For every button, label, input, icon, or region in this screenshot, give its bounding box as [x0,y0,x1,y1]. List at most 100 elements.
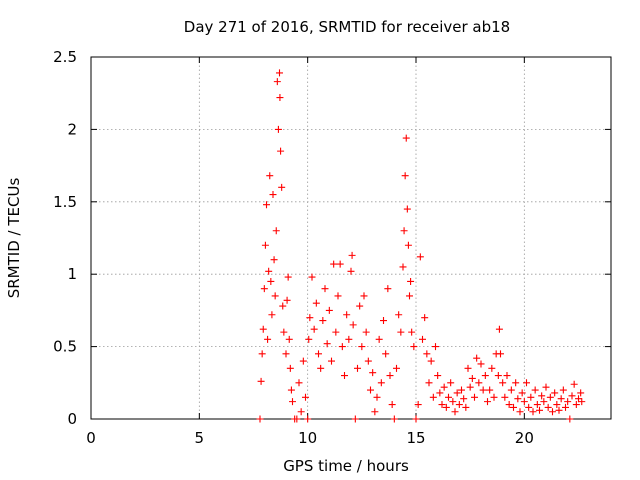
data-point [575,395,582,403]
data-point [388,401,396,409]
data-point [304,415,312,423]
data-point [305,335,313,343]
y-axis-label: SRMTID / TECUs [5,178,23,299]
data-point [479,386,487,394]
data-point [356,302,364,310]
y-tick-label: 2 [67,120,77,138]
data-point [533,401,541,409]
data-point [559,386,567,394]
data-point [328,357,335,365]
data-point [484,398,491,406]
data-point [542,383,550,391]
data-point [334,292,342,300]
data-point [276,94,284,102]
data-point [400,227,408,235]
data-point [408,328,416,336]
data-point [518,389,526,397]
data-points [256,69,586,423]
data-point [553,401,561,409]
data-point [257,377,265,385]
data-point [557,395,565,403]
y-tick-label: 1.5 [53,193,77,211]
grid-lines [91,57,611,419]
data-point [295,379,303,387]
data-point [434,372,442,380]
data-point [285,335,293,343]
data-point [473,354,481,362]
data-point [562,403,569,411]
data-point [455,401,463,409]
data-point [486,386,494,394]
data-point [538,392,546,400]
data-point [436,389,444,397]
x-tick-label: 0 [86,429,96,447]
x-axis-label: GPS time / hours [283,457,409,475]
data-point [256,415,264,423]
data-point [362,328,370,336]
data-point [371,408,379,416]
data-point [267,277,275,285]
data-point [403,205,411,213]
data-point [546,393,554,401]
data-point [438,401,446,409]
data-point [384,285,392,293]
data-point [432,343,439,351]
data-point [540,398,548,406]
data-point [577,389,585,397]
data-point [462,403,470,411]
data-point [566,415,574,423]
data-point [358,343,366,351]
data-point [514,395,522,403]
data-point [343,311,351,319]
data-point [375,335,383,343]
axis-ticks [90,56,611,420]
data-point [345,335,353,343]
data-point [373,393,381,401]
x-tick-label: 5 [195,429,205,447]
data-point [501,393,509,401]
data-point [312,299,320,307]
data-point [551,389,559,397]
data-point [578,398,586,406]
data-point [397,328,405,336]
data-point [289,398,296,406]
y-tick-label: 2.5 [53,48,77,66]
data-point [351,415,359,423]
data-point [549,408,556,416]
data-point [306,314,314,322]
data-point [354,364,361,372]
data-point [386,372,394,380]
data-point [570,380,578,388]
data-point [425,379,433,387]
data-point [321,285,329,293]
data-point [481,372,489,380]
data-point [468,374,476,382]
data-point [297,408,305,416]
data-point [279,302,287,310]
data-point [276,69,283,77]
data-point [302,393,309,401]
data-point [283,296,291,304]
data-point [416,253,424,261]
data-point [516,408,524,416]
data-point [261,241,269,249]
data-point [293,415,301,423]
data-point [510,403,517,411]
data-point [475,379,483,387]
data-point [401,172,409,180]
plot-frame [90,56,612,420]
data-point [325,306,333,314]
data-point [406,292,413,300]
data-point [412,415,420,423]
data-point [269,191,277,199]
y-tick-label: 0 [67,410,77,428]
data-point [338,343,346,351]
x-tick-label: 10 [298,429,317,447]
data-point [568,392,576,400]
data-point [264,335,272,343]
data-point [507,386,515,394]
data-point [268,311,276,319]
data-point [399,263,407,271]
data-point [464,364,472,372]
data-point [393,364,400,372]
